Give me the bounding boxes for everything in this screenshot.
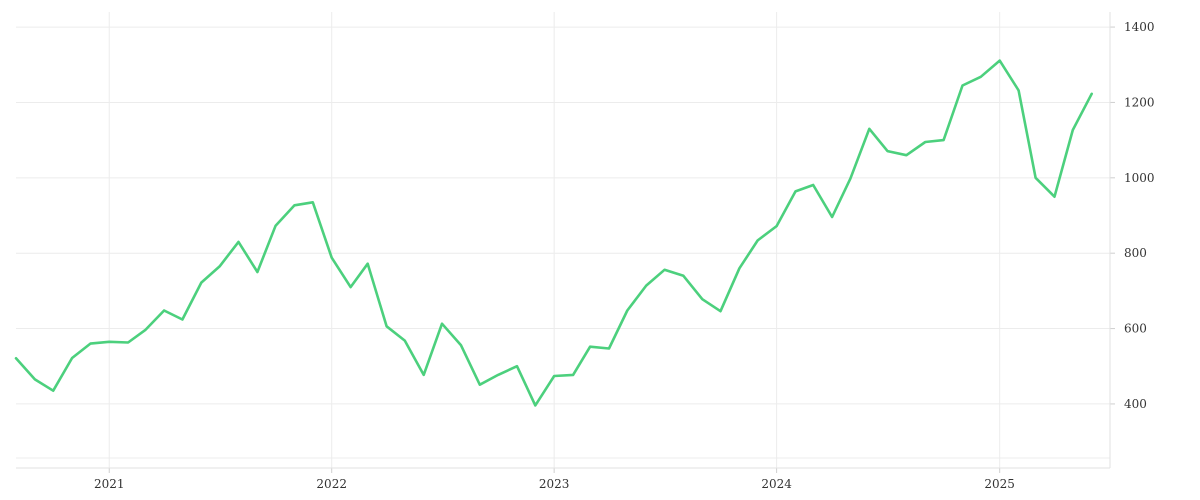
y-tick-label-1000: 1000 — [1124, 171, 1155, 185]
x-tick-label-2024: 2024 — [761, 477, 792, 491]
x-tick-label-2022: 2022 — [316, 477, 347, 491]
x-tick-label-2023: 2023 — [539, 477, 570, 491]
series-layer — [14, 59, 1093, 407]
series-line-0 — [14, 59, 1093, 407]
y-tick-label-1400: 1400 — [1124, 20, 1155, 34]
y-tick-label-800: 800 — [1124, 246, 1147, 260]
y-tick-label-400: 400 — [1124, 397, 1147, 411]
tick-labels: 400 600 800 1000 1200 1400 2021 2022 2023 2024 202… — [94, 20, 1155, 491]
x-tick-label-2025: 2025 — [984, 477, 1015, 491]
x-tick-label-2021: 2021 — [94, 477, 125, 491]
y-tick-label-1200: 1200 — [1124, 95, 1155, 109]
y-tick-label-600: 600 — [1124, 322, 1147, 336]
axes — [16, 12, 1115, 473]
grid — [16, 12, 1110, 468]
